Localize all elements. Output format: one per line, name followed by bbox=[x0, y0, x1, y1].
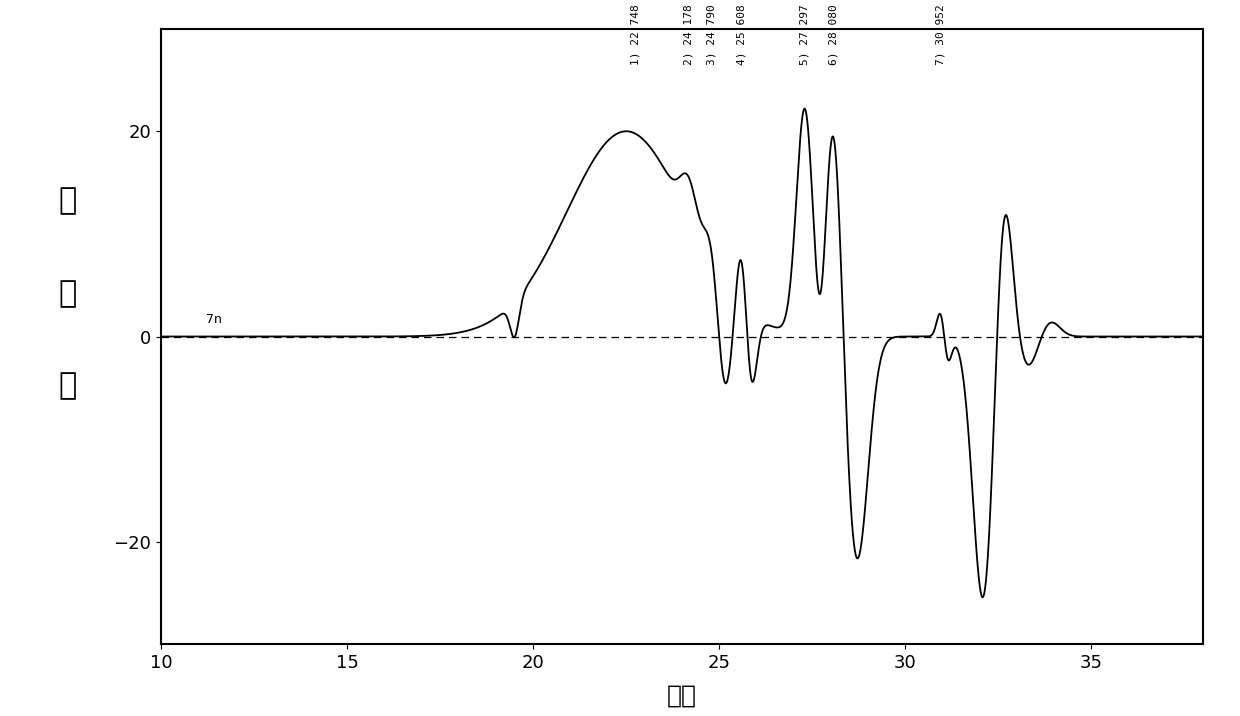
Text: 6) 28.080: 6) 28.080 bbox=[828, 4, 838, 64]
Text: 3) 24.790: 3) 24.790 bbox=[707, 4, 717, 64]
Text: 1) 22.748: 1) 22.748 bbox=[630, 4, 640, 64]
Text: 毫: 毫 bbox=[58, 187, 77, 216]
Text: 特: 特 bbox=[58, 372, 77, 400]
Text: 伏: 伏 bbox=[58, 279, 77, 308]
Text: 2) 24.178: 2) 24.178 bbox=[683, 4, 693, 64]
Text: 5) 27.297: 5) 27.297 bbox=[800, 4, 810, 64]
Text: 4) 25.608: 4) 25.608 bbox=[737, 4, 746, 64]
Text: 7) 30.952: 7) 30.952 bbox=[936, 4, 946, 64]
Text: 7n: 7n bbox=[206, 314, 222, 326]
X-axis label: 分钟: 分钟 bbox=[667, 683, 697, 707]
